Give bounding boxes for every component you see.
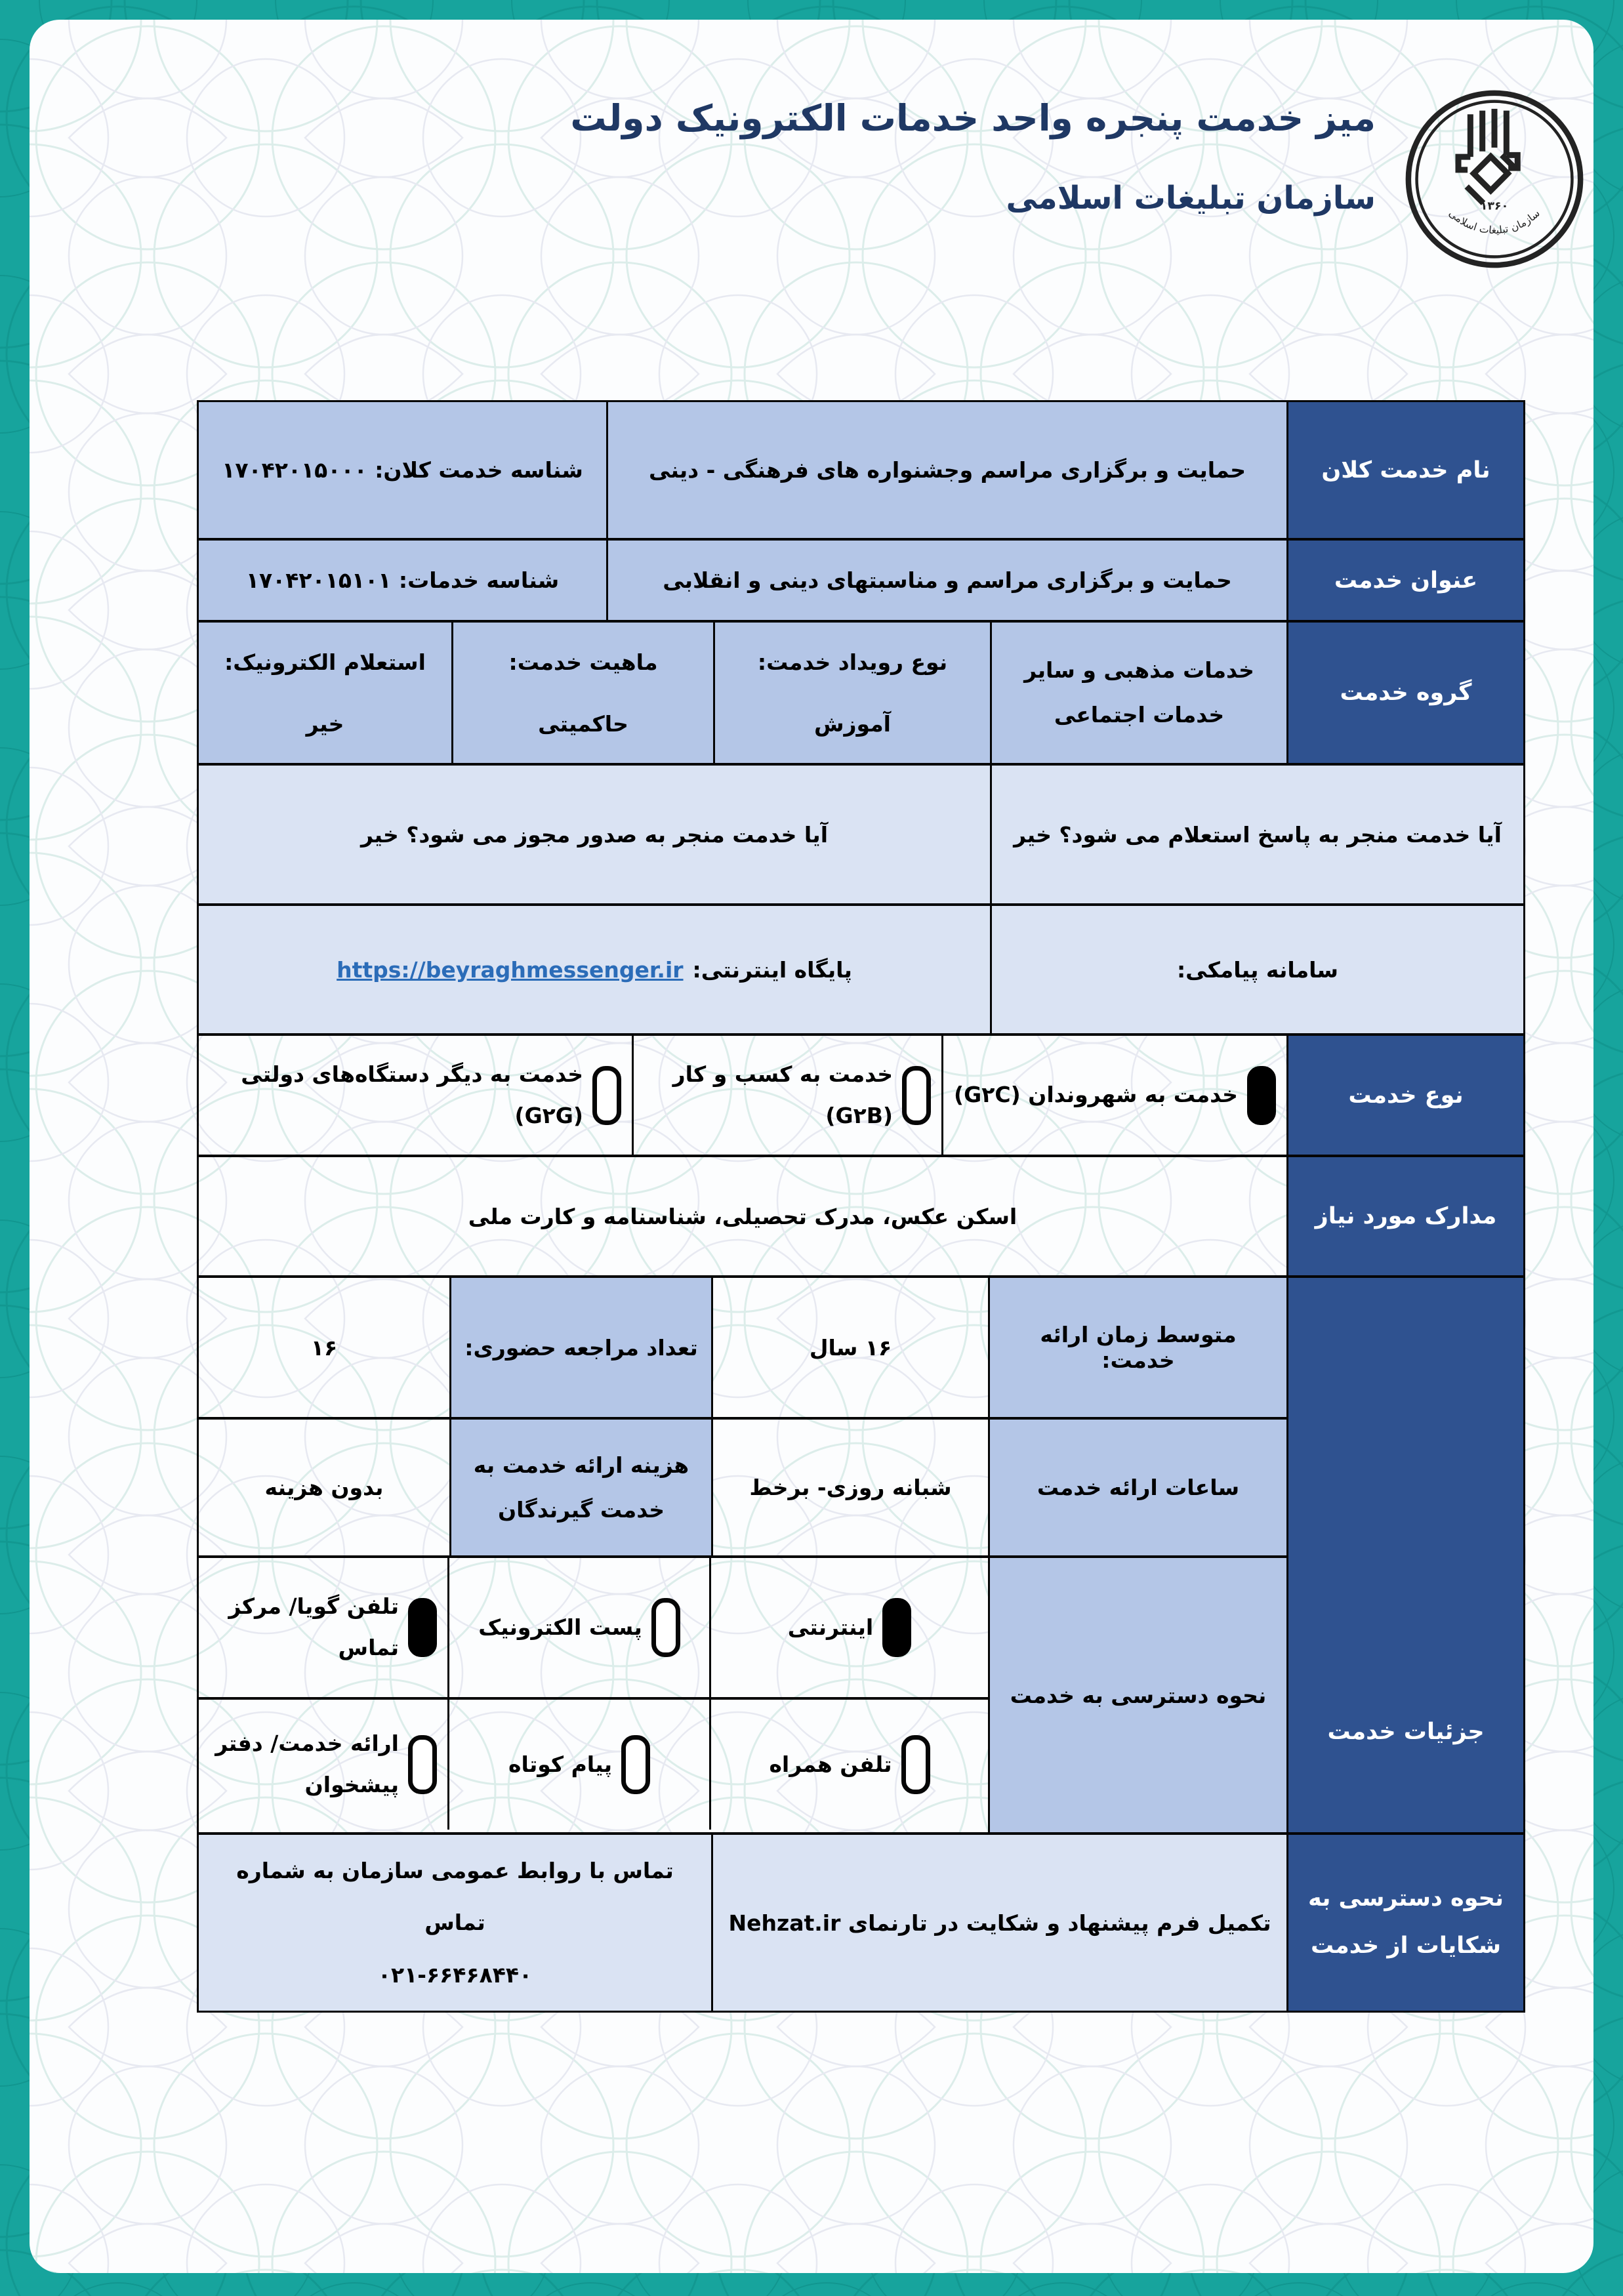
service-type-option-g2g: خدمت به دیگر دستگاه‌های دولتی (G۲G) (199, 1036, 634, 1155)
g2g-label: خدمت به دیگر دستگاه‌های دولتی (G۲G) (241, 1061, 583, 1128)
row-service-group: گروه خدمت خدمات مذهبی و سایر خدمات اجتما… (199, 620, 1523, 763)
logo-year: ۱۳۶۰ (1481, 200, 1509, 213)
row-service-title: عنوان خدمت حمایت و برگزاری مراسم و مناسب… (199, 538, 1523, 620)
service-nature-label: ماهیت خدمت: (508, 649, 658, 675)
header-service-type: نوع خدمت (1288, 1036, 1523, 1155)
complaints-phone-number: ۰۲۱-۶۶۴۶۸۴۴۰ (377, 1961, 533, 1988)
page-title-line1: میز خدمت پنجره واحد خدمات الکترونیک دولت (570, 97, 1376, 139)
access-option-counter: ارائه خدمت/ دفتر پیشخوان (199, 1700, 449, 1830)
complaints-web-value: تکمیل فرم پیشنهاد و شکایت در تارنمای Neh… (713, 1835, 1288, 2011)
page-title: میز خدمت پنجره واحد خدمات الکترونیک دولت… (570, 97, 1376, 216)
visits-value: ۱۶ (199, 1278, 451, 1417)
service-event-type: نوع رویداد خدمت: آموزش (715, 623, 992, 763)
service-type-option-g2c: خدمت به شهروندان (G۲C) (943, 1036, 1288, 1155)
g2g-checkbox[interactable] (592, 1065, 621, 1125)
website-link[interactable]: https://beyraghmessenger.ir (337, 956, 684, 983)
mobile-label: تلفن همراه (769, 1751, 892, 1777)
website-label: پایگاه اینترنتی: (692, 956, 852, 983)
service-nature-value: حاکمیتی (538, 710, 628, 737)
avg-time-value: ۱۶ سال (713, 1278, 990, 1417)
g2c-label: خدمت به شهروندان (G۲C) (954, 1082, 1238, 1108)
header-macro-service: نام خدمت کلان (1288, 402, 1523, 538)
electronic-inquiry-value: خیر (306, 710, 344, 737)
details-row-hours-cost: ساعات ارائه خدمت شبانه روزی- برخط هزینه … (199, 1417, 1286, 1555)
internet-label: اینترنتی (787, 1614, 874, 1640)
row-complaints: نحوه دسترسی به شکایات از خدمت تکمیل فرم … (199, 1832, 1523, 2011)
electronic-inquiry-label: استعلام الکترونیک: (224, 649, 426, 675)
internet-checkbox[interactable] (882, 1598, 912, 1657)
documents-value: اسکن عکس، مدرک تحصیلی، شناسنامه و کارت م… (199, 1157, 1288, 1275)
row-macro-service: نام خدمت کلان حمایت و برگزاری مراسم وجشن… (199, 402, 1523, 538)
row-questions: آیا خدمت منجر به پاسخ استعلام می شود؟ خی… (199, 763, 1523, 903)
service-type-option-g2b: خدمت به کسب و کار (G۲B) (634, 1036, 943, 1155)
header-service-details: جزئیات خدمت (1288, 1278, 1523, 1832)
hours-value: شبانه روزی- برخط (713, 1420, 990, 1555)
row-service-details: جزئیات خدمت متوسط زمان ارائه خدمت: ۱۶ سا… (199, 1275, 1523, 1832)
macro-service-value: حمایت و برگزاری مراسم وجشنواره های فرهنگ… (608, 402, 1288, 538)
email-label: پست الکترونیک (478, 1614, 642, 1640)
macro-service-id: شناسه خدمت کلان: ۱۷۰۴۲۰۱۵۰۰۰ (199, 402, 608, 538)
details-row-access: نحوه دسترسی به خدمت اینترنتی پست الکترون… (199, 1555, 1286, 1832)
header-service-group: گروه خدمت (1288, 623, 1523, 763)
islamic-propagation-org-logo: ۱۳۶۰ سازمان تبلیغات اسلامی (1405, 90, 1584, 268)
row-channels: سامانه پیامکی: پایگاه اینترنتی: https://… (199, 903, 1523, 1033)
row-service-type: نوع خدمت خدمت به شهروندان (G۲C) خدمت به … (199, 1033, 1523, 1155)
sms-checkbox[interactable] (621, 1735, 651, 1794)
form-card: میز خدمت پنجره واحد خدمات الکترونیک دولت… (30, 20, 1593, 2273)
cost-label: هزینه ارائه خدمت به خدمت گیرندگان (451, 1420, 713, 1555)
ivr-checkbox[interactable] (408, 1598, 437, 1657)
access-option-sms: پیام کوتاه (449, 1700, 711, 1830)
mobile-checkbox[interactable] (901, 1735, 930, 1794)
access-options-row1: اینترنتی پست الکترونیک تلفن گویا/ مرکز ت… (199, 1558, 988, 1697)
complaints-phone-text: تماس با روابط عمومی سازمان به شماره تماس (236, 1858, 674, 1936)
g2b-label: خدمت به کسب و کار (G۲B) (672, 1061, 893, 1128)
g2b-checkbox[interactable] (902, 1065, 931, 1125)
service-table: نام خدمت کلان حمایت و برگزاری مراسم وجشن… (197, 400, 1525, 2013)
electronic-inquiry: استعلام الکترونیک: خیر (199, 623, 453, 763)
header-service-title: عنوان خدمت (1288, 541, 1523, 620)
ivr-label: تلفن گویا/ مرکز تماس (228, 1593, 399, 1660)
visits-label: تعداد مراجعه حضوری: (451, 1278, 713, 1417)
license-question: آیا خدمت منجر به صدور مجوز می شود؟ خیر (199, 766, 992, 903)
header-complaints: نحوه دسترسی به شکایات از خدمت (1288, 1835, 1523, 2011)
access-options-grid: اینترنتی پست الکترونیک تلفن گویا/ مرکز ت… (199, 1558, 990, 1832)
hours-label: ساعات ارائه خدمت (990, 1420, 1286, 1555)
service-nature: ماهیت خدمت: حاکمیتی (453, 623, 715, 763)
service-title-id: شناسه خدمات: ۱۷۰۴۲۰۱۵۱۰۱ (199, 541, 608, 620)
complaints-phone-cell: تماس با روابط عمومی سازمان به شماره تماس… (199, 1835, 713, 2011)
counter-checkbox[interactable] (408, 1735, 437, 1794)
header-documents: مدارک مورد نیاز (1288, 1157, 1523, 1275)
counter-label: ارائه خدمت/ دفتر پیشخوان (215, 1731, 399, 1797)
page-title-line2: سازمان تبلیغات اسلامی (1006, 180, 1376, 216)
inquiry-question: آیا خدمت منجر به پاسخ استعلام می شود؟ خی… (992, 766, 1523, 903)
access-option-mobile: تلفن همراه (711, 1700, 988, 1830)
event-type-label: نوع رویداد خدمت: (757, 649, 948, 675)
service-group-value: خدمات مذهبی و سایر خدمات اجتماعی (992, 623, 1288, 763)
row-documents: مدارک مورد نیاز اسکن عکس، مدرک تحصیلی، ش… (199, 1155, 1523, 1275)
event-type-value: آموزش (814, 710, 891, 737)
sms-label: پیام کوتاه (508, 1751, 613, 1777)
access-options-row2: تلفن همراه پیام کوتاه ارائه خدمت/ دفتر پ… (199, 1697, 988, 1830)
email-checkbox[interactable] (651, 1598, 680, 1657)
cost-value: بدون هزینه (199, 1420, 451, 1555)
access-option-email: پست الکترونیک (449, 1558, 711, 1697)
access-option-internet: اینترنتی (711, 1558, 988, 1697)
g2c-checkbox[interactable] (1246, 1065, 1276, 1125)
service-details-grid: متوسط زمان ارائه خدمت: ۱۶ سال تعداد مراج… (199, 1278, 1288, 1832)
access-option-ivr: تلفن گویا/ مرکز تماس (199, 1558, 449, 1697)
details-row-time: متوسط زمان ارائه خدمت: ۱۶ سال تعداد مراج… (199, 1278, 1286, 1417)
sms-system-label: سامانه پیامکی: (992, 906, 1523, 1033)
access-label: نحوه دسترسی به خدمت (990, 1558, 1286, 1832)
service-title-value: حمایت و برگزاری مراسم و مناسبتهای دینی و… (608, 541, 1288, 620)
avg-time-label: متوسط زمان ارائه خدمت: (990, 1278, 1286, 1417)
website-cell: پایگاه اینترنتی: https://beyraghmessenge… (199, 906, 992, 1033)
